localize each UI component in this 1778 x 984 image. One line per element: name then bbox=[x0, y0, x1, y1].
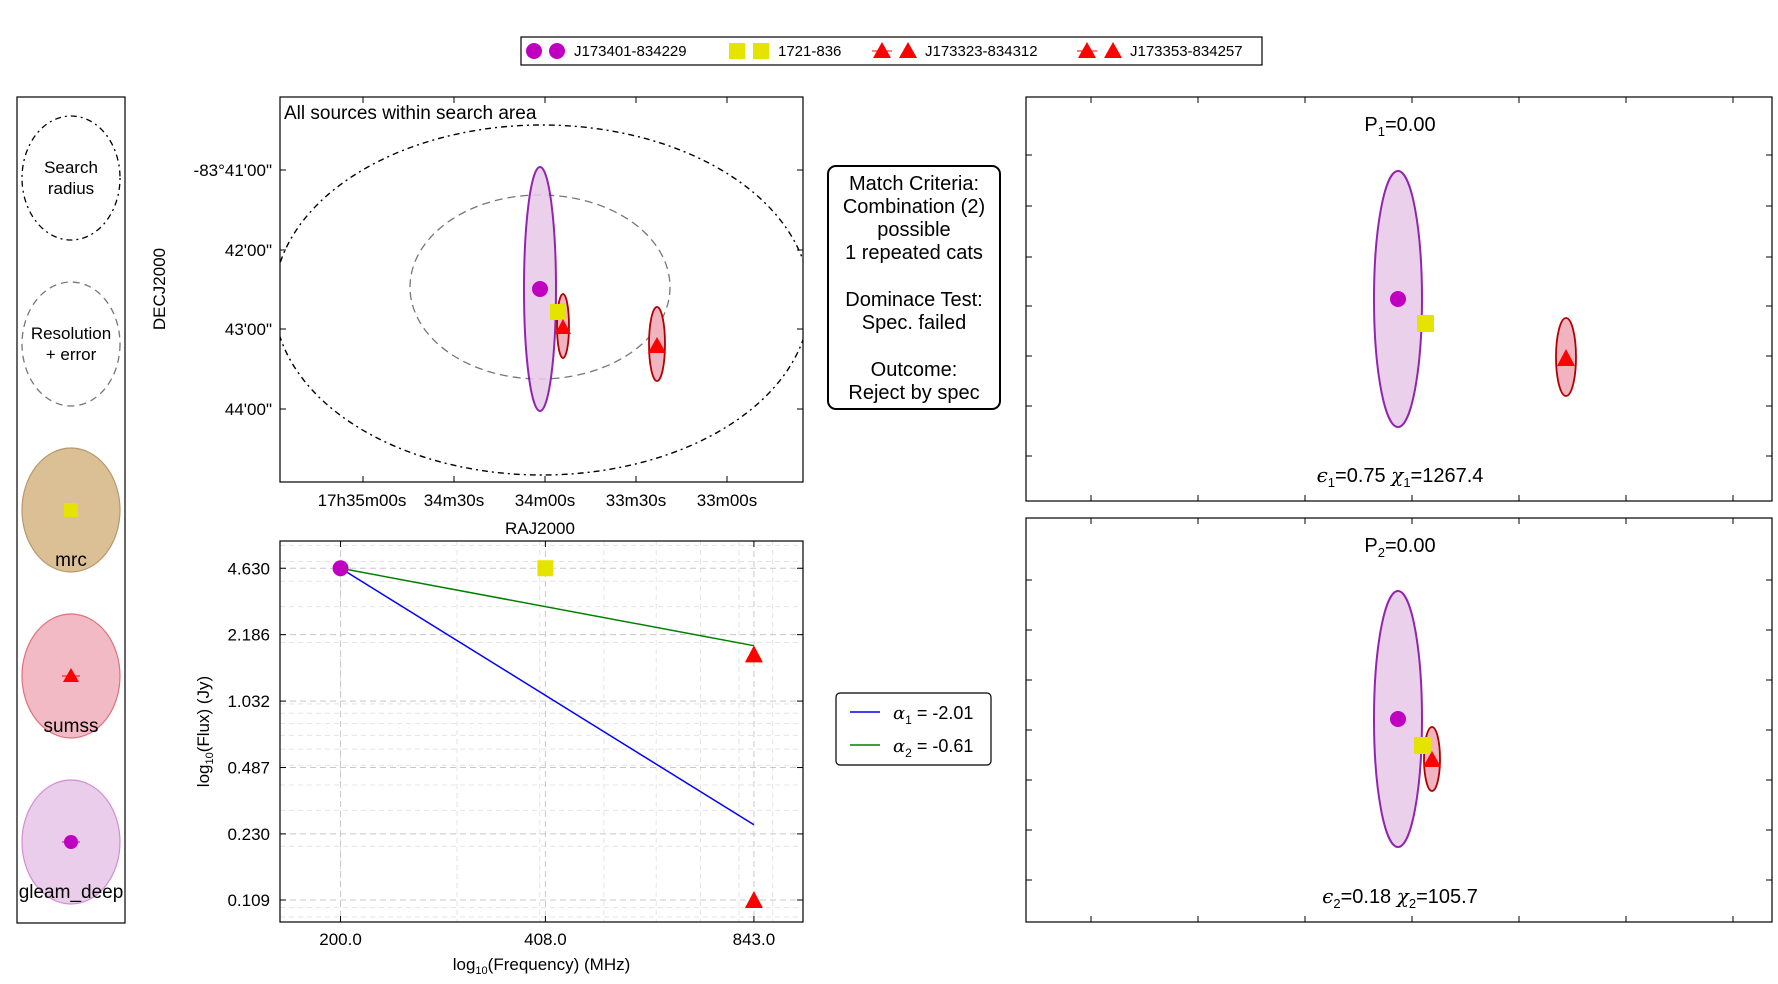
spectrum-point-gleam_deep-1 bbox=[332, 560, 349, 577]
key-label-gleam-deep: gleam_deep bbox=[19, 882, 124, 903]
combo1-probability: P1=0.00 bbox=[1364, 114, 1435, 139]
combo2-gleam-marker bbox=[1390, 711, 1406, 727]
resolution-ellipse bbox=[21, 281, 121, 407]
combination-panel-2: P2=0.00 ϵ2=0.18 χ2=105.7 bbox=[1025, 517, 1773, 923]
search-radius-label-2: radius bbox=[48, 179, 94, 198]
fit-legend-label-1: α1 = -2.01 bbox=[893, 703, 973, 727]
spectrum-point-mrc-2 bbox=[537, 560, 554, 577]
sky-panel: All sources within search area 17h35m00s… bbox=[150, 96, 804, 538]
combo2-mrc-marker bbox=[1414, 737, 1431, 754]
legend-triangle-marker bbox=[1104, 42, 1122, 58]
criteria-line: 1 repeated cats bbox=[845, 242, 983, 264]
sky-x-tick: 17h35m00s bbox=[318, 491, 407, 510]
combo2-sumss-marker bbox=[1423, 751, 1441, 767]
legend-entry-1: J173401-834229 bbox=[526, 43, 687, 60]
key-catalog-mrc: mrc bbox=[21, 447, 121, 573]
criteria-line: Outcome: bbox=[871, 359, 958, 381]
combo2-probability: P2=0.00 bbox=[1364, 535, 1435, 560]
key-catalog-sumss: sumss bbox=[21, 613, 121, 739]
sky-x-tick: 33m30s bbox=[606, 491, 666, 510]
spectral-fit-line-1 bbox=[340, 567, 755, 826]
spectrum-y-tick-label: 0.109 bbox=[227, 891, 270, 910]
spectrum-y-tick-label: 2.186 bbox=[227, 626, 270, 645]
spectrum-frame bbox=[279, 540, 804, 923]
sky-x-tick: 34m00s bbox=[515, 491, 575, 510]
legend-square-marker bbox=[729, 43, 745, 59]
spectrum-x-tick-label: 843.0 bbox=[733, 930, 776, 949]
sky-y-label: DECJ2000 bbox=[150, 248, 169, 330]
spectrum-x-tick-label: 408.0 bbox=[524, 930, 567, 949]
sky-y-tick: 42'00" bbox=[225, 241, 272, 260]
spectrum-point-sumss-3 bbox=[744, 645, 763, 663]
criteria-frame bbox=[827, 165, 1001, 410]
sky-y-tick: 43'00" bbox=[225, 320, 272, 339]
legend-label-3: J173323-834312 bbox=[925, 43, 1038, 60]
search-radius-ellipse bbox=[21, 115, 121, 241]
sumss-source-marker-2 bbox=[648, 337, 666, 353]
fit-legend-label-2: α2 = -0.61 bbox=[893, 736, 973, 760]
mrc-source-marker bbox=[550, 304, 566, 320]
sumss-source-marker-1 bbox=[555, 319, 571, 334]
sky-y-tick: 44'00" bbox=[225, 400, 272, 419]
spectrum-legend: α1 = -2.01 α2 = -0.61 bbox=[835, 692, 992, 766]
spectrum-y-tick-label: 4.630 bbox=[227, 559, 270, 578]
spectrum-point-sumss-4 bbox=[744, 890, 763, 908]
legend-label-1: J173401-834229 bbox=[574, 43, 687, 60]
spectrum-x-axis-label: log10(Frequency) (MHz) bbox=[453, 955, 631, 977]
criteria-line: Spec. failed bbox=[862, 312, 967, 334]
legend-triangle-marker bbox=[899, 42, 917, 58]
legend-label-2: 1721-836 bbox=[778, 43, 841, 60]
legend-entry-3: J173323-834312 bbox=[872, 42, 1038, 60]
gleam-source-marker bbox=[532, 281, 548, 297]
combo1-stats: ϵ1=0.75 χ1=1267.4 bbox=[1317, 463, 1484, 490]
criteria-line: possible bbox=[877, 219, 950, 241]
key-label-sumss: sumss bbox=[44, 716, 99, 737]
spectrum-y-tick-label: 0.230 bbox=[227, 825, 270, 844]
legend-triangle-marker bbox=[873, 42, 891, 58]
legend-circle-marker bbox=[549, 43, 565, 59]
legend-circle-marker bbox=[526, 43, 542, 59]
key-catalog-gleam-deep: gleam_deep bbox=[19, 779, 124, 905]
legend-entry-2: 1721-836 bbox=[729, 43, 841, 60]
spectral-fit-line-2 bbox=[340, 567, 755, 647]
resolution-label-2: + error bbox=[46, 345, 97, 364]
search-radius-label: Search bbox=[44, 158, 98, 177]
spectrum-plot-area bbox=[280, 541, 803, 922]
spectrum-chart: 200.0 408.0 843.0 4.630 2.186 1.032 0.487 0.230… bbox=[194, 540, 804, 977]
mrc-square-marker bbox=[64, 503, 78, 517]
sumss-triangle-marker bbox=[63, 668, 79, 682]
sky-x-tick: 34m30s bbox=[424, 491, 484, 510]
criteria-line: Match Criteria: bbox=[849, 173, 979, 195]
legend-label-4: J173353-834257 bbox=[1130, 43, 1243, 60]
combo1-mrc-marker bbox=[1417, 315, 1434, 332]
spectrum-y-tick-label: 1.032 bbox=[227, 692, 270, 711]
legend-triangle-marker bbox=[1078, 42, 1096, 58]
sky-x-tick: 33m00s bbox=[697, 491, 757, 510]
sky-panel-title: All sources within search area bbox=[284, 103, 537, 124]
top-legend: J173401-834229 1721-836 J173323-834312 J… bbox=[520, 36, 1263, 66]
gleam-circle-marker bbox=[64, 835, 78, 849]
combo2-stats: ϵ2=0.18 χ2=105.7 bbox=[1322, 884, 1478, 911]
criteria-box: Match Criteria: Combination (2) possible… bbox=[827, 165, 1001, 410]
spectrum-y-axis-label: log10(Flux) (Jy) bbox=[194, 676, 216, 787]
legend-entry-4: J173353-834257 bbox=[1077, 42, 1243, 60]
legend-square-marker bbox=[753, 43, 769, 59]
resolution-label: Resolution bbox=[31, 324, 111, 343]
spectrum-x-tick-label: 200.0 bbox=[319, 930, 362, 949]
spectrum-y-tick-label: 0.487 bbox=[227, 759, 270, 778]
criteria-line: Dominace Test: bbox=[845, 289, 982, 311]
combo1-gleam-marker bbox=[1390, 291, 1406, 307]
criteria-line: Combination (2) bbox=[843, 196, 985, 218]
sky-x-label: RAJ2000 bbox=[505, 519, 575, 538]
combination-panel-1: P1=0.00 ϵ1=0.75 χ1=1267.4 bbox=[1025, 96, 1773, 502]
sky-y-tick: -83°41'00" bbox=[194, 161, 272, 180]
criteria-line: Reject by spec bbox=[848, 382, 979, 404]
key-label-mrc: mrc bbox=[55, 550, 87, 571]
key-panel: Search radius Resolution + error mrc sum… bbox=[16, 96, 126, 924]
spectrum-legend-frame bbox=[835, 692, 992, 766]
combo1-sumss-marker bbox=[1557, 349, 1575, 366]
